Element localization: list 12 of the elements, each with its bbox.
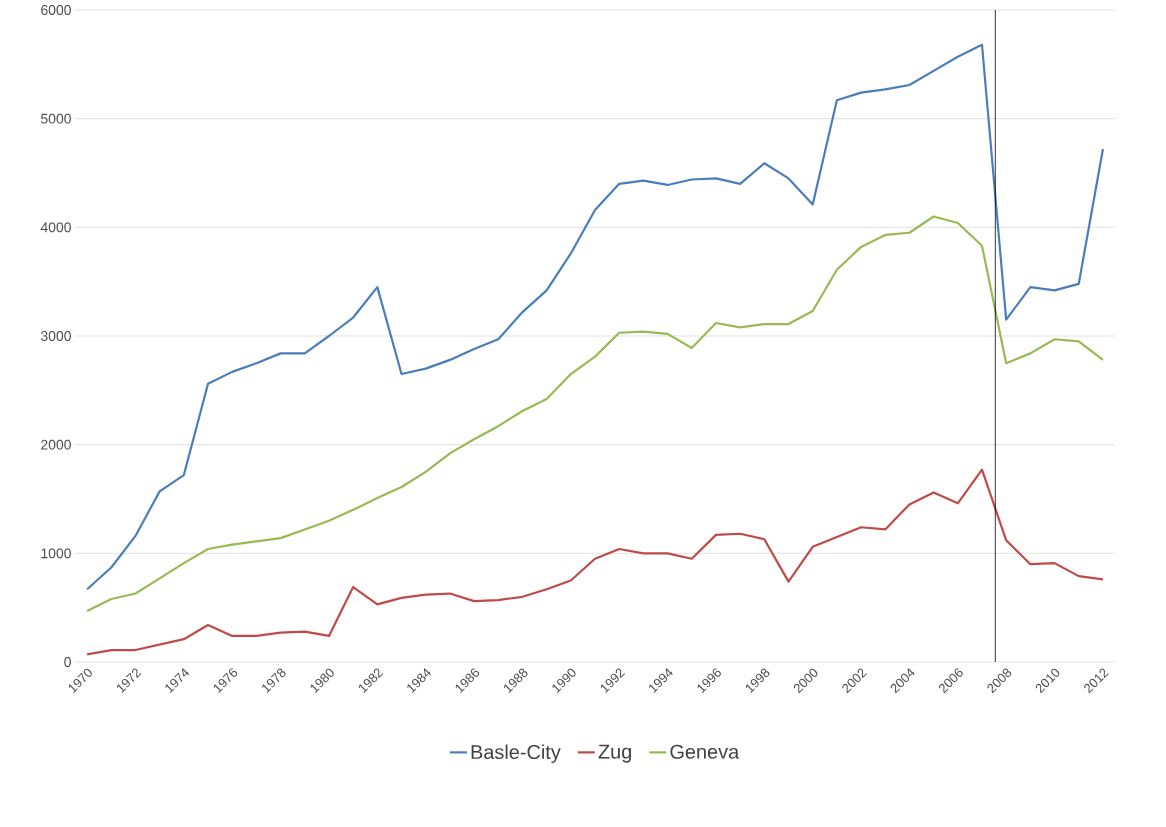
y-tick-label: 4000 bbox=[40, 222, 71, 233]
line-series bbox=[85, 43, 1105, 591]
legend-label: Zug bbox=[598, 744, 631, 763]
y-tick-label: 1000 bbox=[41, 548, 71, 559]
legend-label: Basle-City bbox=[471, 744, 561, 763]
y-tick-label: 3000 bbox=[40, 331, 71, 341]
y-tick-label: 5000 bbox=[41, 113, 71, 124]
y-tick-label: 0 bbox=[64, 657, 71, 667]
y-tick-label: 2000 bbox=[41, 439, 71, 450]
line-series bbox=[85, 215, 1105, 613]
y-tick-label: 6000 bbox=[41, 5, 71, 15]
legend-label: Geneva bbox=[670, 744, 740, 759]
